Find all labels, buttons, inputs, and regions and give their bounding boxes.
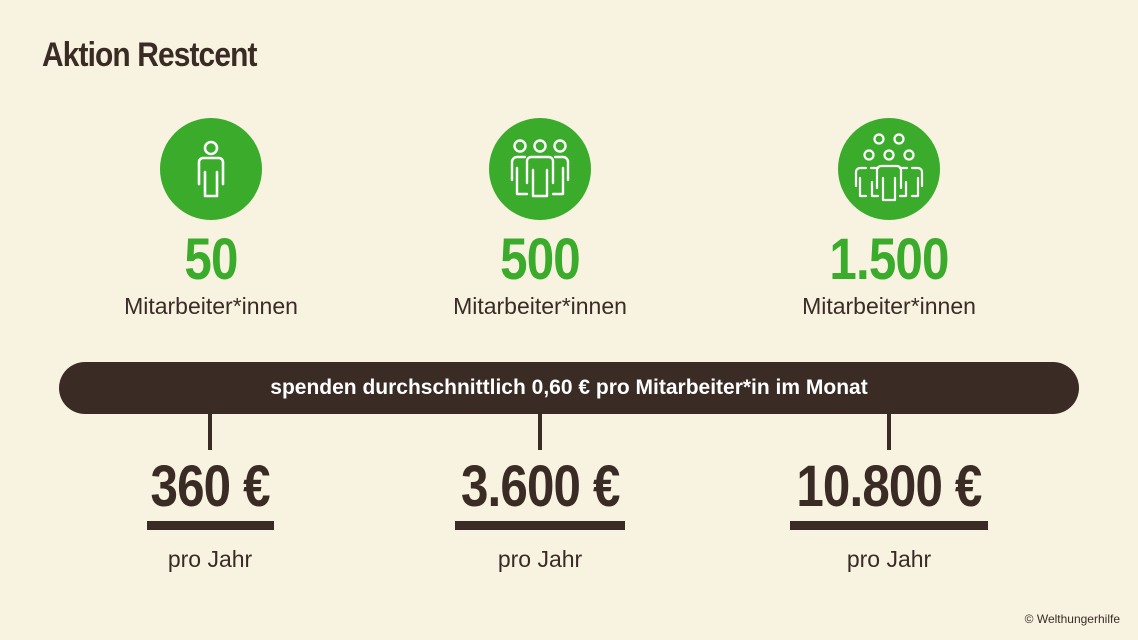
donation-banner: spenden durchschnittlich 0,60 € pro Mita…: [59, 362, 1079, 414]
employee-label: Mitarbeiter*innen: [802, 292, 976, 319]
stat-column-large: 1.500 Mitarbeiter*innen: [729, 118, 1049, 320]
yearly-result-medium: 3.600 € pro Jahr: [380, 455, 700, 573]
yearly-result-small: 360 € pro Jahr: [50, 455, 370, 573]
stat-column-small: 50 Mitarbeiter*innen: [51, 118, 371, 320]
copyright-credit: © Welthungerhilfe: [1024, 612, 1120, 626]
period-label: pro Jahr: [846, 545, 932, 572]
period-label: pro Jahr: [497, 545, 583, 572]
amount-underline: [455, 520, 625, 530]
page-title: Aktion Restcent: [42, 36, 257, 74]
large-group-icon: [838, 118, 940, 220]
connector-line: [887, 414, 891, 450]
employee-count: 1.500: [829, 227, 949, 292]
employee-label: Mitarbeiter*innen: [453, 292, 627, 319]
period-label: pro Jahr: [167, 545, 253, 572]
connector-line: [538, 414, 542, 450]
amount-underline: [146, 520, 274, 530]
single-person-icon: [160, 118, 262, 220]
employee-count: 50: [184, 227, 238, 292]
employee-count: 500: [500, 227, 581, 292]
yearly-amount: 10.800 €: [796, 454, 982, 519]
connector-line: [208, 414, 212, 450]
yearly-result-large: 10.800 € pro Jahr: [729, 455, 1049, 573]
yearly-amount: 360 €: [150, 454, 270, 519]
employee-label: Mitarbeiter*innen: [124, 292, 298, 319]
amount-underline: [790, 520, 988, 530]
group-of-three-icon: [489, 118, 591, 220]
yearly-amount: 3.600 €: [460, 454, 620, 519]
banner-text: spenden durchschnittlich 0,60 € pro Mita…: [270, 376, 868, 399]
stat-column-medium: 500 Mitarbeiter*innen: [380, 118, 700, 320]
